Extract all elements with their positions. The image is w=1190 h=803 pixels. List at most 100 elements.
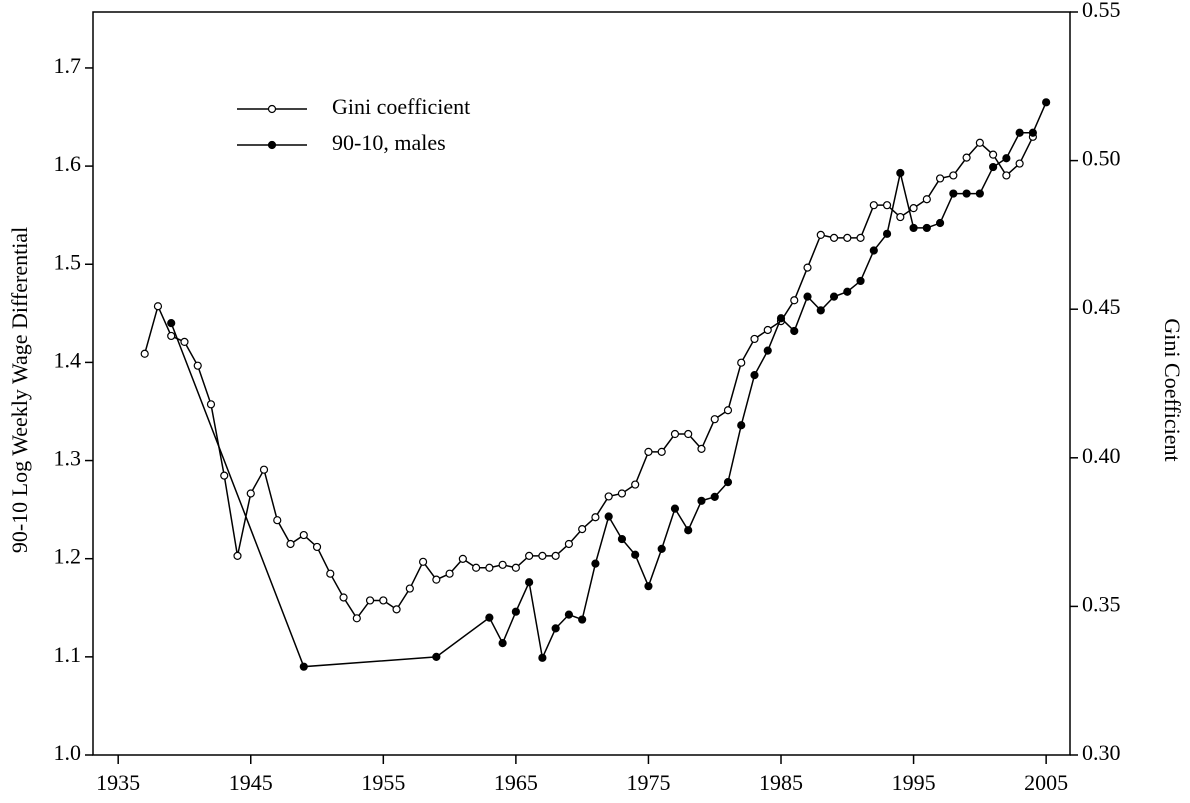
data-point (180, 337, 189, 346)
data-point (869, 201, 878, 210)
data-point (326, 569, 335, 578)
data-point (670, 504, 680, 513)
y2-tick-label: 0.55 (1082, 0, 1121, 22)
x-tick-label: 1965 (494, 770, 538, 795)
data-point (644, 447, 653, 456)
data-point (286, 539, 295, 549)
data-point (790, 296, 799, 305)
data-point (829, 292, 839, 301)
data-point (856, 233, 865, 242)
data-point (564, 539, 574, 549)
data-point (816, 306, 825, 315)
data-point (896, 212, 905, 222)
data-point (511, 563, 520, 572)
legend-marker (267, 104, 277, 114)
data-point (750, 334, 759, 344)
data-point (617, 534, 627, 544)
data-point (193, 361, 202, 370)
y2-tick-label: 0.45 (1082, 294, 1121, 319)
y-tick-label: 1.5 (54, 249, 82, 274)
data-point (843, 233, 852, 242)
data-point (1015, 128, 1024, 137)
data-point (379, 596, 388, 605)
data-point (604, 512, 613, 521)
data-point (962, 153, 971, 162)
y-tick-label: 1.2 (54, 544, 82, 569)
data-point (723, 478, 733, 487)
data-point (710, 415, 719, 424)
data-point (498, 560, 507, 569)
legend-marker (267, 140, 277, 150)
data-point (631, 550, 640, 559)
y2-tick-label: 0.35 (1082, 591, 1121, 616)
data-point (273, 516, 282, 525)
data-point (1002, 154, 1011, 163)
data-point (339, 593, 348, 602)
data-point (233, 551, 242, 560)
data-point (259, 465, 269, 474)
data-point (710, 492, 719, 501)
plot-frame (92, 11, 1071, 756)
data-point (763, 325, 772, 335)
y-tick-label: 1.3 (54, 446, 82, 471)
y2-axis-label: Gini Coefficient (1160, 318, 1185, 461)
data-point (949, 189, 958, 198)
data-point (684, 526, 693, 535)
data-point (591, 513, 600, 522)
data-point (790, 326, 799, 336)
y-tick-label: 1.1 (54, 642, 82, 667)
y2-tick-label: 0.30 (1082, 740, 1121, 765)
x-tick-label: 2005 (1024, 770, 1068, 795)
data-point (458, 554, 467, 563)
data-point (167, 331, 176, 341)
data-point (737, 421, 746, 430)
data-point (153, 302, 163, 311)
data-point (578, 615, 587, 624)
data-point (949, 171, 958, 180)
x-tick-label: 1985 (759, 770, 803, 795)
data-point (538, 653, 547, 662)
data-point (737, 358, 746, 367)
data-point (750, 371, 759, 380)
data-point (697, 444, 706, 453)
data-point (498, 639, 507, 648)
data-point (220, 471, 229, 480)
data-point (485, 563, 494, 572)
y-tick-label: 1.6 (54, 151, 82, 176)
data-point (392, 605, 401, 614)
data-point (843, 287, 852, 296)
data-point (140, 349, 149, 358)
data-point (989, 162, 998, 172)
data-point (723, 406, 733, 415)
data-point (485, 613, 494, 622)
data-point (551, 551, 560, 560)
x-tick-label: 1955 (361, 770, 405, 795)
data-point (776, 314, 786, 323)
y-tick-label: 1.7 (54, 53, 82, 78)
x-tick-label: 1935 (96, 770, 140, 795)
y-axis-label: 90-10 Log Weekly Wage Differential (7, 227, 32, 553)
data-point (1028, 128, 1037, 137)
data-point (591, 559, 600, 568)
data-point (697, 496, 706, 505)
data-point (803, 263, 812, 272)
data-point (644, 582, 653, 591)
data-point (564, 610, 574, 619)
y2-tick-label: 0.40 (1082, 443, 1121, 468)
data-point (684, 429, 693, 439)
data-point (167, 319, 176, 328)
data-point (299, 662, 308, 671)
data-point (551, 624, 560, 633)
data-point (1042, 98, 1051, 107)
data-point (975, 189, 984, 198)
y-tick-label: 1.4 (54, 347, 82, 372)
data-point (989, 150, 998, 159)
data-point (206, 400, 216, 409)
data-point (1002, 171, 1011, 180)
series-line (170, 101, 1047, 668)
data-point (962, 189, 971, 198)
data-point (922, 195, 931, 204)
data-point (670, 429, 680, 439)
data-point (418, 557, 428, 566)
